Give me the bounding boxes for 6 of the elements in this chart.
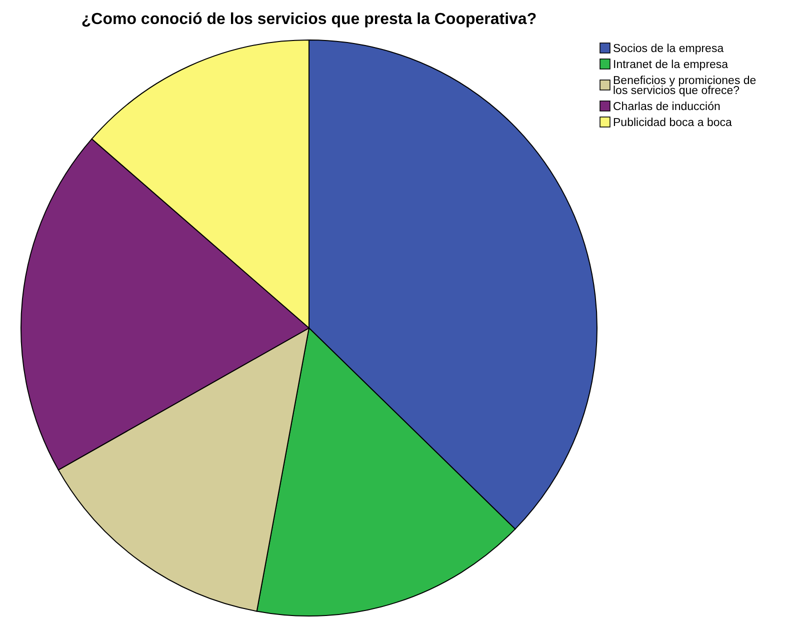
legend-label: Intranet de la empresa xyxy=(613,59,729,71)
legend-label: Beneficios y promiciones de los servicios que ofrece? xyxy=(613,75,756,97)
chart-title: ¿Como conoció de los servicios que presta la Cooperativa? xyxy=(81,11,537,28)
legend-label: Publicidad boca a boca xyxy=(613,117,733,129)
legend-label: Charlas de inducción xyxy=(613,101,720,113)
legend-label: Socios de la empresa xyxy=(613,43,724,55)
